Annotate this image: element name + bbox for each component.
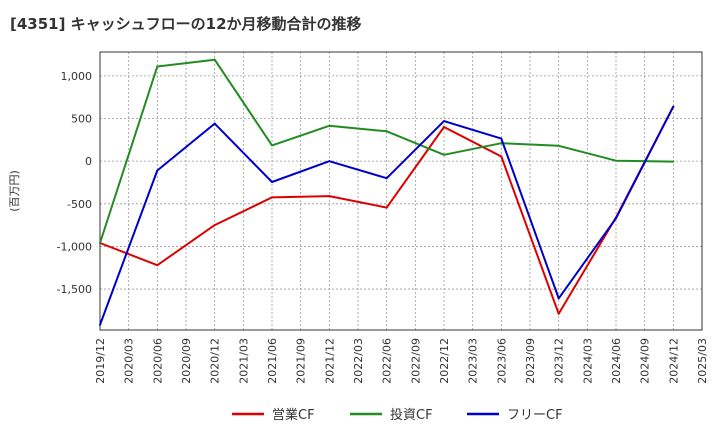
x-tick-label: 2021/06 bbox=[266, 338, 279, 384]
x-tick-label: 2022/06 bbox=[381, 338, 394, 384]
x-tick-label: 2022/12 bbox=[438, 338, 451, 384]
data-point bbox=[557, 144, 560, 147]
data-point bbox=[156, 65, 159, 68]
x-tick-label: 2021/03 bbox=[237, 338, 250, 384]
data-point bbox=[557, 312, 560, 315]
data-point bbox=[557, 297, 560, 300]
x-tick-label: 2021/12 bbox=[323, 338, 336, 384]
plot-area bbox=[100, 52, 702, 330]
y-tick-label: 0 bbox=[85, 155, 92, 168]
data-point bbox=[213, 224, 216, 227]
data-point bbox=[271, 181, 273, 184]
x-tick-label: 2022/03 bbox=[352, 338, 365, 384]
legend-label-1: 投資CF bbox=[390, 407, 433, 423]
data-point bbox=[328, 124, 331, 127]
x-tick-label: 2023/12 bbox=[553, 338, 566, 384]
data-point bbox=[385, 130, 388, 133]
data-point bbox=[385, 177, 388, 180]
x-tick-label: 2020/12 bbox=[209, 338, 222, 384]
y-tick-label: 500 bbox=[71, 113, 92, 126]
data-point bbox=[213, 58, 216, 61]
axes: 1,000 500 0 -500 -1,000 -1,500 2019/12 2020/03 2… bbox=[8, 51, 709, 384]
data-point bbox=[500, 137, 503, 140]
x-tick-label: 2024/06 bbox=[610, 338, 623, 384]
data-point bbox=[443, 153, 445, 156]
data-point bbox=[99, 242, 101, 245]
data-point bbox=[500, 155, 503, 158]
y-tick-label: 1,000 bbox=[61, 70, 93, 83]
x-tick-label: 2023/06 bbox=[495, 338, 508, 384]
series-lines bbox=[99, 58, 675, 326]
x-tick-label: 2024/09 bbox=[639, 338, 652, 384]
data-point bbox=[271, 196, 273, 199]
data-point bbox=[615, 217, 617, 220]
chart-title: [4351] キャッシュフローの12か月移動合計の推移 bbox=[10, 15, 362, 33]
data-point bbox=[328, 160, 331, 163]
grid bbox=[99, 52, 703, 330]
y-tick-label: -1,500 bbox=[57, 283, 92, 296]
y-axis-label: (百万円) bbox=[8, 170, 21, 212]
x-tick-label: 2020/06 bbox=[151, 338, 164, 384]
x-tick-label: 2020/03 bbox=[123, 338, 136, 384]
data-point bbox=[443, 126, 445, 129]
x-tick-label: 2023/09 bbox=[524, 338, 537, 384]
y-tick-label: -500 bbox=[67, 198, 92, 211]
data-point bbox=[615, 159, 617, 162]
legend: 営業CF 投資CF フリーCF bbox=[232, 407, 563, 423]
x-tick-label: 2024/03 bbox=[581, 338, 594, 384]
data-point bbox=[443, 120, 445, 123]
data-point bbox=[385, 206, 388, 209]
plot-border bbox=[99, 51, 703, 331]
data-point bbox=[271, 144, 273, 147]
x-tick-label: 2023/03 bbox=[467, 338, 480, 384]
x-tick-label: 2025/03 bbox=[696, 338, 709, 384]
x-tick-label: 2022/09 bbox=[409, 338, 422, 384]
x-tick-label: 2021/09 bbox=[295, 338, 308, 384]
data-point bbox=[99, 323, 101, 326]
x-tick-label: 2019/12 bbox=[94, 338, 107, 384]
x-tick-label: 2024/12 bbox=[667, 338, 680, 384]
data-point bbox=[156, 264, 159, 267]
data-point bbox=[213, 122, 216, 125]
y-tick-label: -1,000 bbox=[57, 240, 92, 253]
legend-label-0: 営業CF bbox=[272, 407, 315, 423]
data-point bbox=[672, 105, 675, 108]
x-tick-label: 2020/09 bbox=[180, 338, 193, 384]
data-point bbox=[672, 160, 675, 163]
legend-label-2: フリーCF bbox=[507, 408, 563, 423]
data-point bbox=[328, 195, 331, 198]
data-point bbox=[156, 169, 159, 172]
